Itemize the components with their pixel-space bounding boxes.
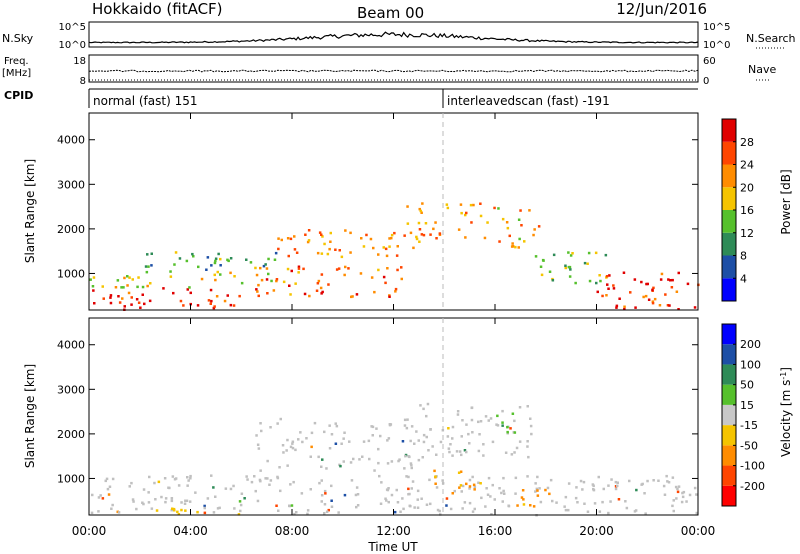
x-tick-label: 00:00 [72,524,107,538]
ytick-label: 3000 [57,178,85,191]
station-title: Hokkaido (fitACF) [92,0,223,18]
colorbar-tick-label: 8 [740,250,747,263]
date-title: 12/Jun/2016 [616,0,707,18]
colorbar-tick-label: 15 [740,399,754,412]
nsky-tick-top: 10^5 [59,22,86,33]
cpid-label: CPID [4,89,33,102]
x-tick-label: 04:00 [173,524,208,538]
colorbar-tick-label: 16 [740,204,754,217]
colorbar-tick-label: 12 [740,227,754,240]
power-frame [88,112,699,311]
colorbar-tick-label: -15 [740,419,758,432]
ytick-label: 3000 [57,383,85,396]
nave-label: Nave [748,63,776,76]
nsky-strip: N.Sky 10^5 10^0 10^5 10^0 N.Search [2,21,796,51]
freq-label-line2: [MHz] [2,68,31,79]
ytick-label: 2000 [57,223,85,236]
velocity-xticks [88,318,699,515]
x-tick-labels: 00:00 04:00 08:00 12:00 16:00 20:00 00:00 [72,524,716,538]
nsearch-label: N.Search [746,32,796,45]
power-panel: 1000 2000 3000 4000 Slant Range [km] 4 8 12 16… [23,112,793,311]
power-colorbar: 4 8 12 16 20 24 28 [721,118,754,302]
x-tick-label: 08:00 [275,524,310,538]
nave-tick-bottom: 0 [703,76,709,87]
cpid-segment-2: interleavedscan (fast) -191 [447,94,610,108]
cpid-strip: CPID normal (fast) 151 interleavedscan (… [4,88,698,108]
power-yaxis: 1000 2000 3000 4000 [57,134,698,280]
colorbar-tick-label: 200 [740,338,761,351]
ytick-label: 1000 [57,267,85,280]
ytick-label: 2000 [57,428,85,441]
freq-trace [88,69,699,81]
ytick-label: 1000 [57,472,85,485]
colorbar-tick-label: 20 [740,181,754,194]
nsky-tick-bottom: 10^0 [59,40,86,51]
freq-label-line1: Freq. [4,56,29,67]
nsky-trace [88,31,699,44]
colorbar-tick-label: -50 [740,439,758,452]
colorbar-tick-label: 100 [740,358,761,371]
freq-frame [88,54,699,83]
colorbar-tick-label: 4 [740,272,747,285]
cpid-segment-1: normal (fast) 151 [93,94,197,108]
nave-tick-top: 60 [703,56,716,67]
colorbar-tick-label: 28 [740,136,754,149]
colorbar-tick-label: -200 [740,480,765,493]
x-tick-label: 16:00 [478,524,513,538]
velocity-yaxis: 1000 2000 3000 4000 [57,339,698,485]
x-axis-label: Time UT [367,540,418,554]
freq-tick-bottom: 8 [80,76,86,87]
freq-strip: Freq. [MHz] 18 8 60 0 Nave [2,54,776,87]
nsearch-tick-top: 10^5 [703,22,730,33]
velocity-cbar-label: Velocity [m s-1] [779,367,793,457]
x-tick-label: 12:00 [376,524,411,538]
colorbar-tick-label: 24 [740,159,754,172]
ytick-label: 4000 [57,134,85,147]
velocity-panel: 1000 2000 3000 4000 Slant Range [km] -200 -1… [23,317,793,517]
x-tick-label: 20:00 [579,524,614,538]
ytick-label: 4000 [57,339,85,352]
colorbar-tick-label: -100 [740,460,765,473]
velocity-heatmap [90,402,698,517]
power-cbar-label: Power [dB] [779,169,793,234]
power-heatmap [89,202,700,311]
power-ylabel: Slant Range [km] [23,159,37,263]
velocity-colorbar: -200 -100 -50 -15 15 50 100 200 [721,323,765,507]
nsky-frame [88,21,699,48]
x-tick-label: 00:00 [681,524,716,538]
power-xticks [88,113,699,310]
beam-title: Beam 00 [357,4,424,22]
velocity-ylabel: Slant Range [km] [23,364,37,468]
nsky-label: N.Sky [2,32,34,45]
freq-tick-top: 18 [73,56,86,67]
colorbar-tick-label: 50 [740,379,754,392]
nsearch-tick-bottom: 10^0 [703,40,730,51]
